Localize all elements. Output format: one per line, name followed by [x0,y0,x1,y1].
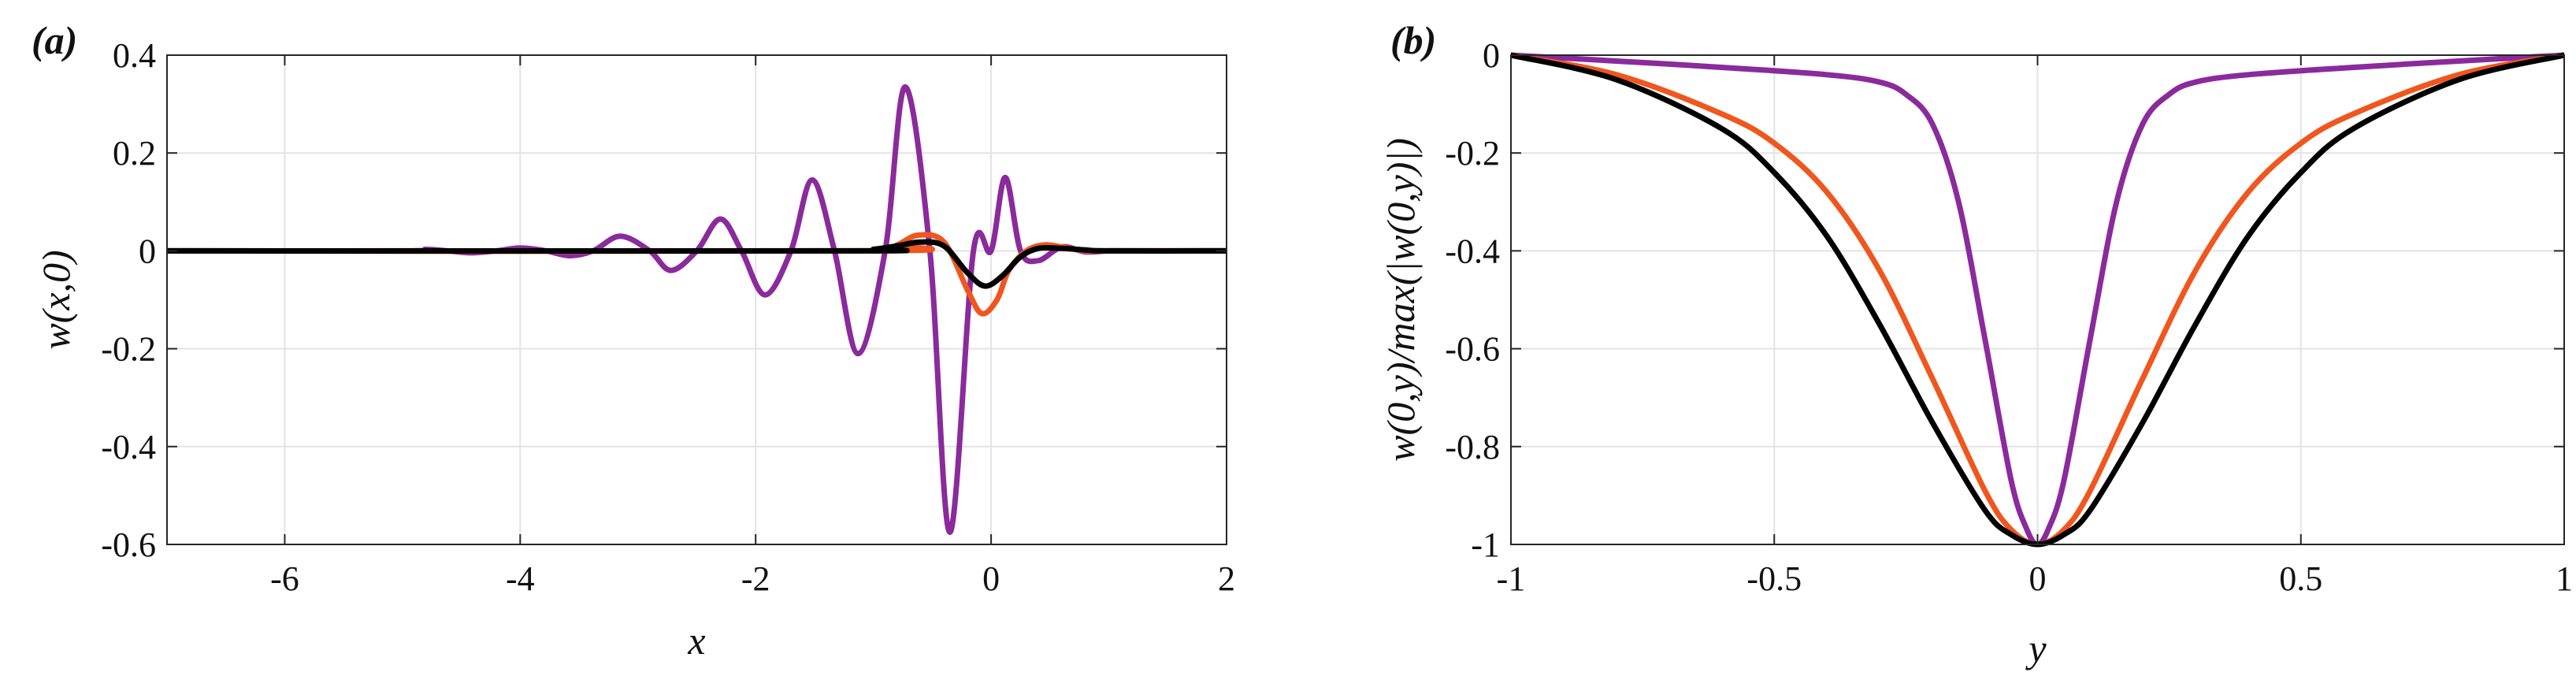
y-tick-label: 0 [1483,36,1500,75]
panel-label: (b) [1390,18,1436,62]
x-tick-label: 0.5 [2279,559,2322,598]
x-tick-label: 1 [2556,559,2573,598]
x-tick-label: -0.5 [1746,559,1802,598]
y-axis-title: w(0,y)/max(|w(0,y)|) [1379,138,1423,462]
y-tick-label: -0.2 [101,330,156,369]
y-tick-label: -0.4 [101,428,156,466]
x-tick-label: 0 [982,559,1000,598]
y-tick-label: -0.6 [101,526,156,564]
y-tick-label: -1 [1471,526,1500,564]
y-tick-label: -0.6 [1445,330,1500,369]
y-tick-label: -0.8 [1445,428,1500,466]
x-tick-label: -6 [270,559,299,598]
y-tick-label: -0.4 [1445,232,1500,270]
panel-b: -1 -0.5 0 0.5 1 -1 -0.8 -0.6 -0.4 -0.2 0 y w(0,y)/ma… [1379,18,2573,670]
x-tick-label: -4 [506,559,535,598]
y-tick-label: -0.2 [1445,134,1500,173]
y-axis-title: w(x,0) [34,250,78,349]
panel-label: (a) [32,18,77,62]
x-axis-title: x [687,618,705,663]
y-tick-label: 0.2 [113,134,156,173]
x-tick-label: 2 [1218,559,1235,598]
x-tick-label: -2 [741,559,770,598]
series-line-black [167,239,1227,289]
plot-area [167,55,1227,544]
y-tick-label: 0.4 [113,36,156,75]
axes-box [166,54,1227,545]
x-tick-label: 0 [2029,559,2047,598]
x-axis-title: y [2025,626,2047,670]
panel-a: -6 -4 -2 0 2 -0.6 -0.4 -0.2 0 0.2 0.4 x w(x,0) (a) [32,18,1235,663]
x-tick-label: -1 [1497,559,1526,598]
y-tick-label: 0 [139,232,156,270]
